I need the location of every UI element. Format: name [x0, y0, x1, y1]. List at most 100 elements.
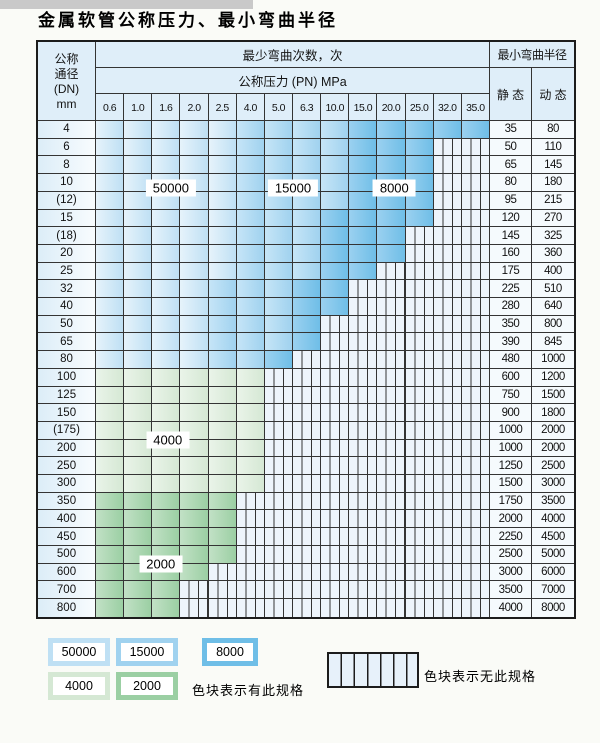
no-spec-cell	[264, 545, 293, 564]
no-spec-cell	[377, 545, 406, 564]
dynamic-radius-cell: 8000	[531, 598, 574, 617]
no-spec-cell	[433, 598, 462, 617]
no-spec-cell	[461, 227, 490, 245]
cycles-cell-15000	[236, 121, 265, 139]
spec-table: 公称 通径 (DN) mm 最少弯曲次数，次 最小弯曲半径 公称压力 (PN) …	[36, 40, 576, 619]
no-spec-cell	[433, 138, 462, 157]
no-spec-cell	[236, 510, 265, 529]
no-spec-cell	[461, 174, 490, 192]
no-spec-cell	[208, 563, 237, 582]
dn-header-line: mm	[56, 96, 77, 111]
table-row: 200 1000 2000	[38, 439, 574, 458]
cycles-cell-50000	[208, 121, 237, 139]
no-spec-cell	[433, 298, 462, 316]
dynamic-radius-cell: 510	[531, 280, 574, 299]
no-spec-cell	[208, 598, 237, 617]
no-spec-cell	[433, 191, 462, 210]
cycles-cell-15000	[236, 333, 265, 352]
cycles-cell-4000	[96, 368, 125, 387]
no-spec-cell	[461, 138, 490, 157]
cycles-cell-15000	[264, 138, 293, 157]
cycles-cell-8000	[321, 244, 350, 263]
no-spec-cell	[321, 315, 350, 334]
cycles-cell-4000	[208, 386, 237, 405]
cycles-cell-2000	[124, 563, 153, 582]
cycles-cell-4000	[236, 457, 265, 476]
dynamic-radius-cell: 800	[531, 315, 574, 334]
no-spec-cell	[321, 439, 350, 458]
cycles-cell-4000	[208, 475, 237, 493]
cycles-cell-2000	[96, 545, 125, 564]
cycles-cell-15000	[321, 121, 350, 139]
cycles-cell-15000	[292, 121, 322, 139]
no-spec-cell	[236, 492, 265, 511]
dn-cell: 20	[38, 244, 96, 263]
cycles-cell-15000	[292, 156, 322, 175]
cycles-cell-4000	[236, 368, 265, 387]
table-row: (18) 145 325	[38, 227, 574, 245]
cycles-cell-8000	[321, 262, 350, 281]
no-spec-cell	[377, 404, 406, 422]
dn-cell: 8	[38, 156, 96, 175]
no-spec-cell	[405, 315, 434, 334]
cycles-cell-15000	[236, 138, 265, 157]
cycles-cell-2000	[124, 528, 153, 546]
cycles-cell-2000	[180, 492, 209, 511]
cycles-cell-4000	[124, 368, 153, 387]
no-spec-cell	[377, 351, 406, 369]
cycles-cell-2000	[96, 510, 125, 529]
cycles-cell-50000	[124, 280, 153, 299]
cycles-cell-50000	[152, 138, 181, 157]
cycles-cell-15000	[208, 333, 237, 352]
dn-cell: 25	[38, 262, 96, 281]
cycles-cell-4000	[96, 439, 125, 458]
no-spec-cell	[349, 510, 378, 529]
cycles-cell-50000	[96, 191, 125, 210]
dn-cell: 50	[38, 315, 96, 334]
no-spec-cell	[236, 598, 265, 617]
no-spec-cell	[292, 368, 322, 387]
cycles-cell-50000	[96, 227, 125, 245]
no-spec-cell	[461, 191, 490, 210]
no-spec-cell	[377, 315, 406, 334]
pressure-column-header: 2.5	[209, 94, 237, 121]
cycles-cell-50000	[152, 315, 181, 334]
cycles-cell-15000	[264, 191, 293, 210]
dynamic-radius-cell: 1200	[531, 368, 574, 387]
no-spec-cell	[433, 404, 462, 422]
no-spec-cell	[180, 581, 209, 599]
no-spec-cell	[405, 439, 434, 458]
cycles-cell-2000	[152, 563, 181, 582]
cycles-cell-15000	[236, 351, 265, 369]
table-row: 700 3500 7000	[38, 581, 574, 599]
pressure-column-header: 4.0	[237, 94, 265, 121]
dn-cell: 250	[38, 457, 96, 476]
no-spec-cell	[349, 457, 378, 476]
cycles-cell-8000	[321, 298, 350, 316]
no-spec-cell	[349, 563, 378, 582]
static-radius-cell: 175	[489, 262, 532, 281]
table-row: 40 280 640	[38, 298, 574, 316]
no-spec-cell	[236, 581, 265, 599]
cycles-cell-4000	[236, 421, 265, 440]
no-spec-cell	[264, 492, 293, 511]
no-spec-cell	[321, 581, 350, 599]
cycles-cell-8000	[433, 121, 462, 139]
cycles-cell-8000	[349, 227, 378, 245]
no-spec-cell	[377, 492, 406, 511]
dynamic-radius-cell: 2000	[531, 439, 574, 458]
no-spec-cell	[405, 492, 434, 511]
cycles-cell-50000	[96, 209, 125, 228]
legend-chip-15000: 15000	[116, 638, 178, 666]
cycles-cell-4000	[236, 475, 265, 493]
cycles-cell-50000	[180, 227, 209, 245]
no-spec-cell	[405, 475, 434, 493]
no-spec-cell	[461, 404, 490, 422]
cycles-cell-50000	[208, 262, 237, 281]
no-spec-cell	[349, 404, 378, 422]
cycles-cell-15000	[264, 298, 293, 316]
table-row: 10 80 180	[38, 174, 574, 192]
no-spec-cell	[292, 598, 322, 617]
no-spec-cell	[405, 598, 434, 617]
cycles-cell-50000	[180, 351, 209, 369]
